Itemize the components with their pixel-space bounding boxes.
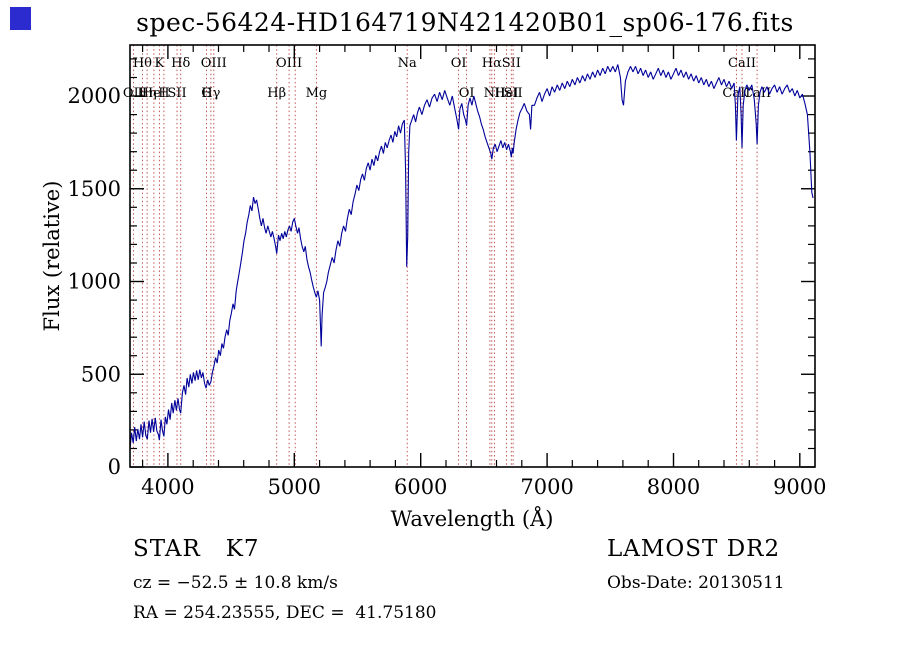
spectral-line-label: Hδ <box>171 56 190 71</box>
spectral-line-label: G <box>201 86 211 101</box>
y-tick-label: 500 <box>81 362 121 386</box>
spectral-line-label: OI <box>451 56 467 71</box>
x-tick-label: 6000 <box>394 475 447 499</box>
spectral-line-label: Hη <box>138 86 157 101</box>
spectral-line-label: Hθ <box>133 56 152 71</box>
x-tick-label: 7000 <box>520 475 573 499</box>
spectral-line-label: Hβ <box>267 86 286 101</box>
spectral-line-label: SII <box>504 86 523 101</box>
plot-frame <box>129 44 816 468</box>
spectrum-trace <box>129 64 814 450</box>
spectral-line-label: K <box>155 56 165 71</box>
spectral-line-label: OIII <box>276 56 302 71</box>
plot-title: spec-56424-HD164719N421420B01_sp06-176.f… <box>136 8 794 37</box>
spectral-line-label: HeI <box>494 86 518 101</box>
x-tick-label: 9000 <box>773 475 826 499</box>
spectral-line-label: SII <box>502 56 521 71</box>
spectral-line-label: HeI <box>142 86 166 101</box>
spectral-line-label: SII <box>167 86 186 101</box>
spectral-line-label: NII <box>484 86 506 101</box>
cz-value: cz = −52.5 ± 10.8 km/s <box>133 573 338 593</box>
spectral-line-label: CaII <box>743 86 771 101</box>
y-tick-label: 2000 <box>68 84 121 108</box>
obs-date-value: Obs-Date: 20130511 <box>607 573 785 593</box>
spectral-line-label: CaII <box>728 56 756 71</box>
survey-label: LAMOST DR2 <box>607 536 781 562</box>
y-tick-label: 0 <box>108 455 121 479</box>
x-axis-label: Wavelength (Å) <box>390 507 554 531</box>
x-tick-label: 4000 <box>141 475 194 499</box>
y-tick-label: 1500 <box>68 177 121 201</box>
ra-dec-value: RA = 254.23555, DEC = 41.75180 <box>133 603 437 623</box>
spectral-line-label: Hα <box>482 56 502 71</box>
spectral-line-label: H <box>158 86 169 101</box>
spectral-line-label: OI <box>459 86 475 101</box>
spectral-line-label: OIII <box>201 56 227 71</box>
spectral-line-label: Na <box>398 56 417 71</box>
spectral-line-label: OII <box>123 86 144 101</box>
y-tick-label: 1000 <box>68 270 121 294</box>
spectral-line-label: CaII <box>722 86 750 101</box>
x-tick-label: 5000 <box>268 475 321 499</box>
spectral-line-label: Mg <box>306 86 328 101</box>
spectral-line-label: Hγ <box>201 86 220 101</box>
corner-accent-square <box>10 7 31 30</box>
object-class-label: STAR K7 <box>133 536 260 562</box>
x-tick-label: 8000 <box>647 475 700 499</box>
